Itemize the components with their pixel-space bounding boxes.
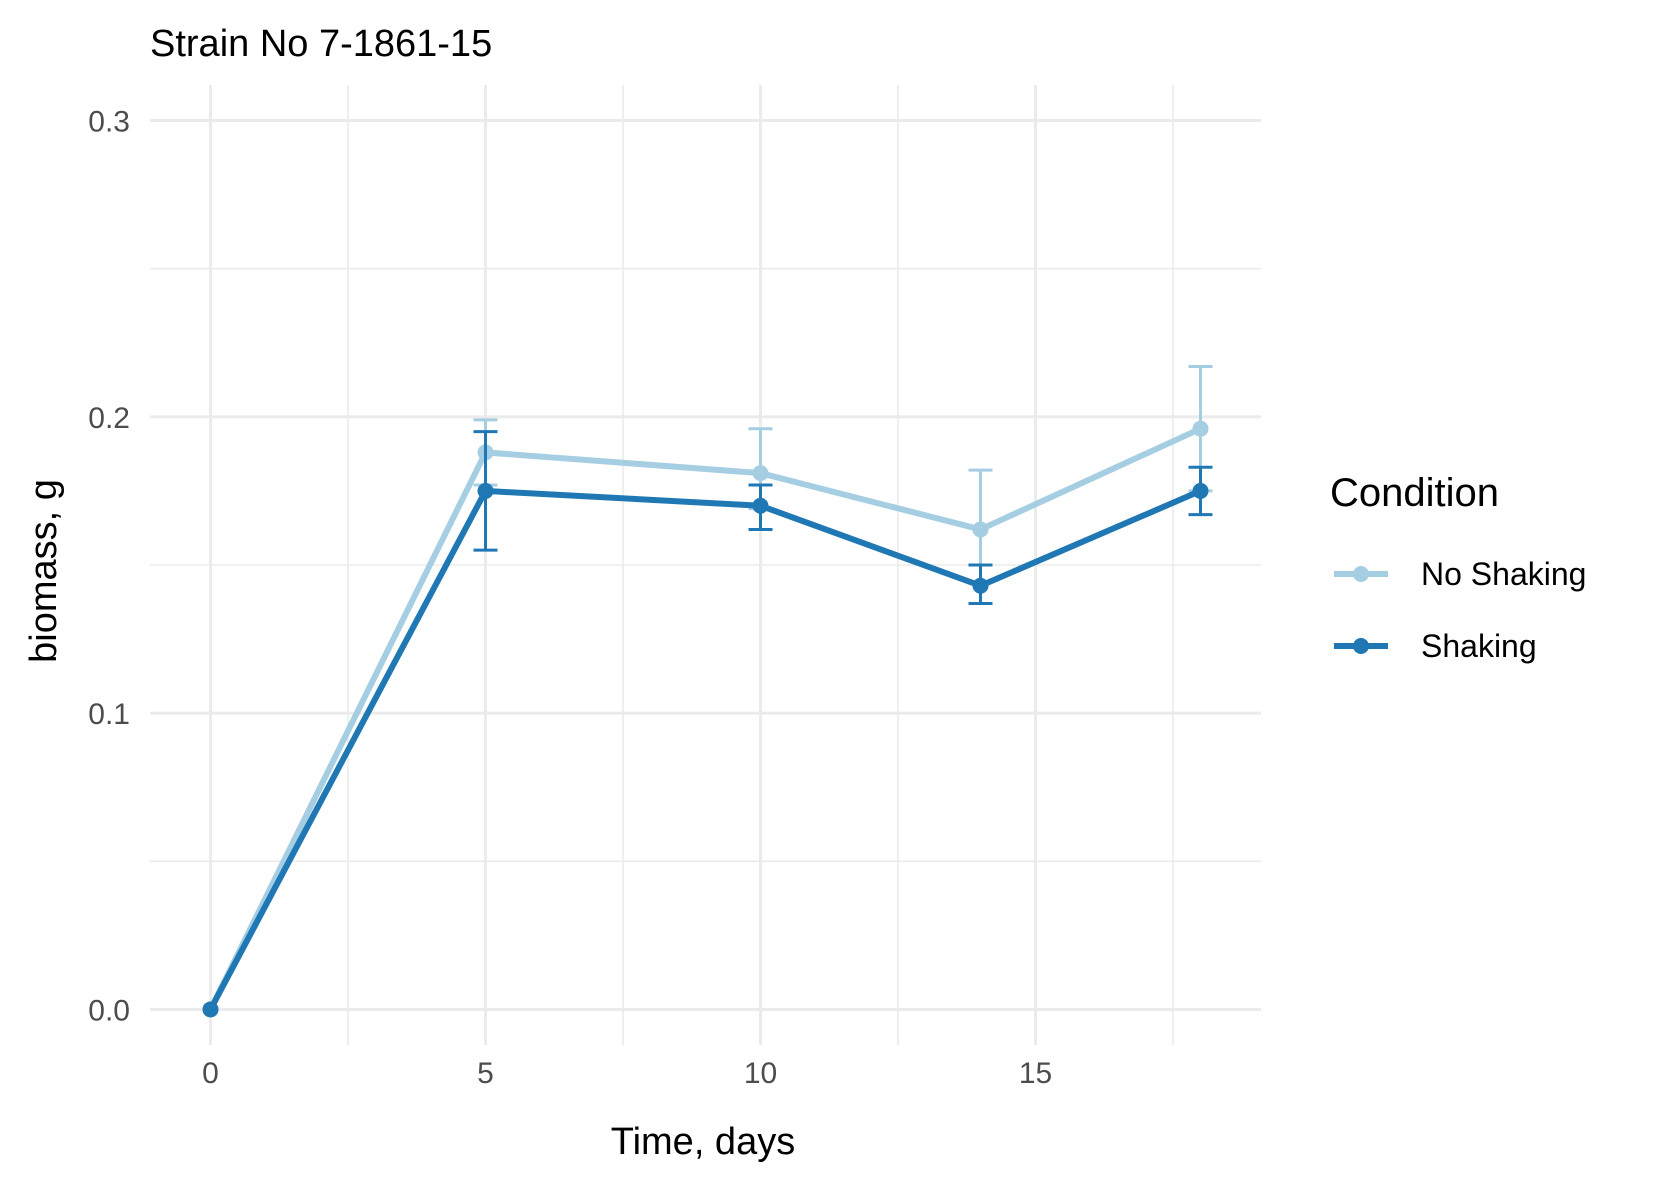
data-point bbox=[972, 521, 989, 538]
legend-label: Shaking bbox=[1421, 628, 1537, 664]
series-no-shaking bbox=[202, 364, 1213, 1018]
x-tick-label: 0 bbox=[202, 1057, 219, 1090]
y-tick-label: 0.1 bbox=[88, 698, 130, 731]
legend-item: No Shaking bbox=[1334, 556, 1586, 592]
y-tick-label: 0.2 bbox=[88, 402, 130, 435]
y-axis-tick-labels: 0.0 0.1 0.2 0.3 bbox=[88, 106, 130, 1028]
legend: Condition No Shaking Shaking bbox=[1330, 471, 1586, 664]
legend-label: No Shaking bbox=[1421, 556, 1586, 592]
minor-gridlines bbox=[150, 85, 1261, 1045]
data-point bbox=[1192, 420, 1209, 437]
x-tick-label: 15 bbox=[1019, 1057, 1052, 1090]
legend-key-point bbox=[1353, 638, 1369, 654]
chart-title: Strain No 7-1861-15 bbox=[150, 23, 492, 65]
legend-title: Condition bbox=[1330, 471, 1499, 515]
legend-item: Shaking bbox=[1334, 628, 1537, 664]
y-tick-label: 0.3 bbox=[88, 106, 130, 139]
data-point bbox=[752, 497, 769, 514]
series-line bbox=[207, 487, 1204, 1013]
data-point bbox=[1192, 482, 1209, 499]
legend-key-point bbox=[1353, 566, 1369, 582]
data-point bbox=[752, 465, 769, 482]
data-point bbox=[202, 1001, 219, 1018]
series-shaking bbox=[202, 430, 1213, 1018]
data-point bbox=[972, 577, 989, 594]
y-axis-title: biomass, g bbox=[23, 479, 65, 663]
legend-items: No Shaking Shaking bbox=[1334, 556, 1586, 664]
data-point bbox=[477, 482, 494, 499]
series-line bbox=[207, 425, 1204, 1013]
x-axis-title: Time, days bbox=[611, 1121, 795, 1163]
series-layer bbox=[202, 364, 1213, 1018]
x-axis-tick-labels: 0 5 10 15 bbox=[202, 1057, 1052, 1090]
x-tick-label: 10 bbox=[744, 1057, 777, 1090]
x-tick-label: 5 bbox=[477, 1057, 494, 1090]
y-tick-label: 0.0 bbox=[88, 994, 130, 1027]
major-gridlines bbox=[150, 85, 1261, 1045]
